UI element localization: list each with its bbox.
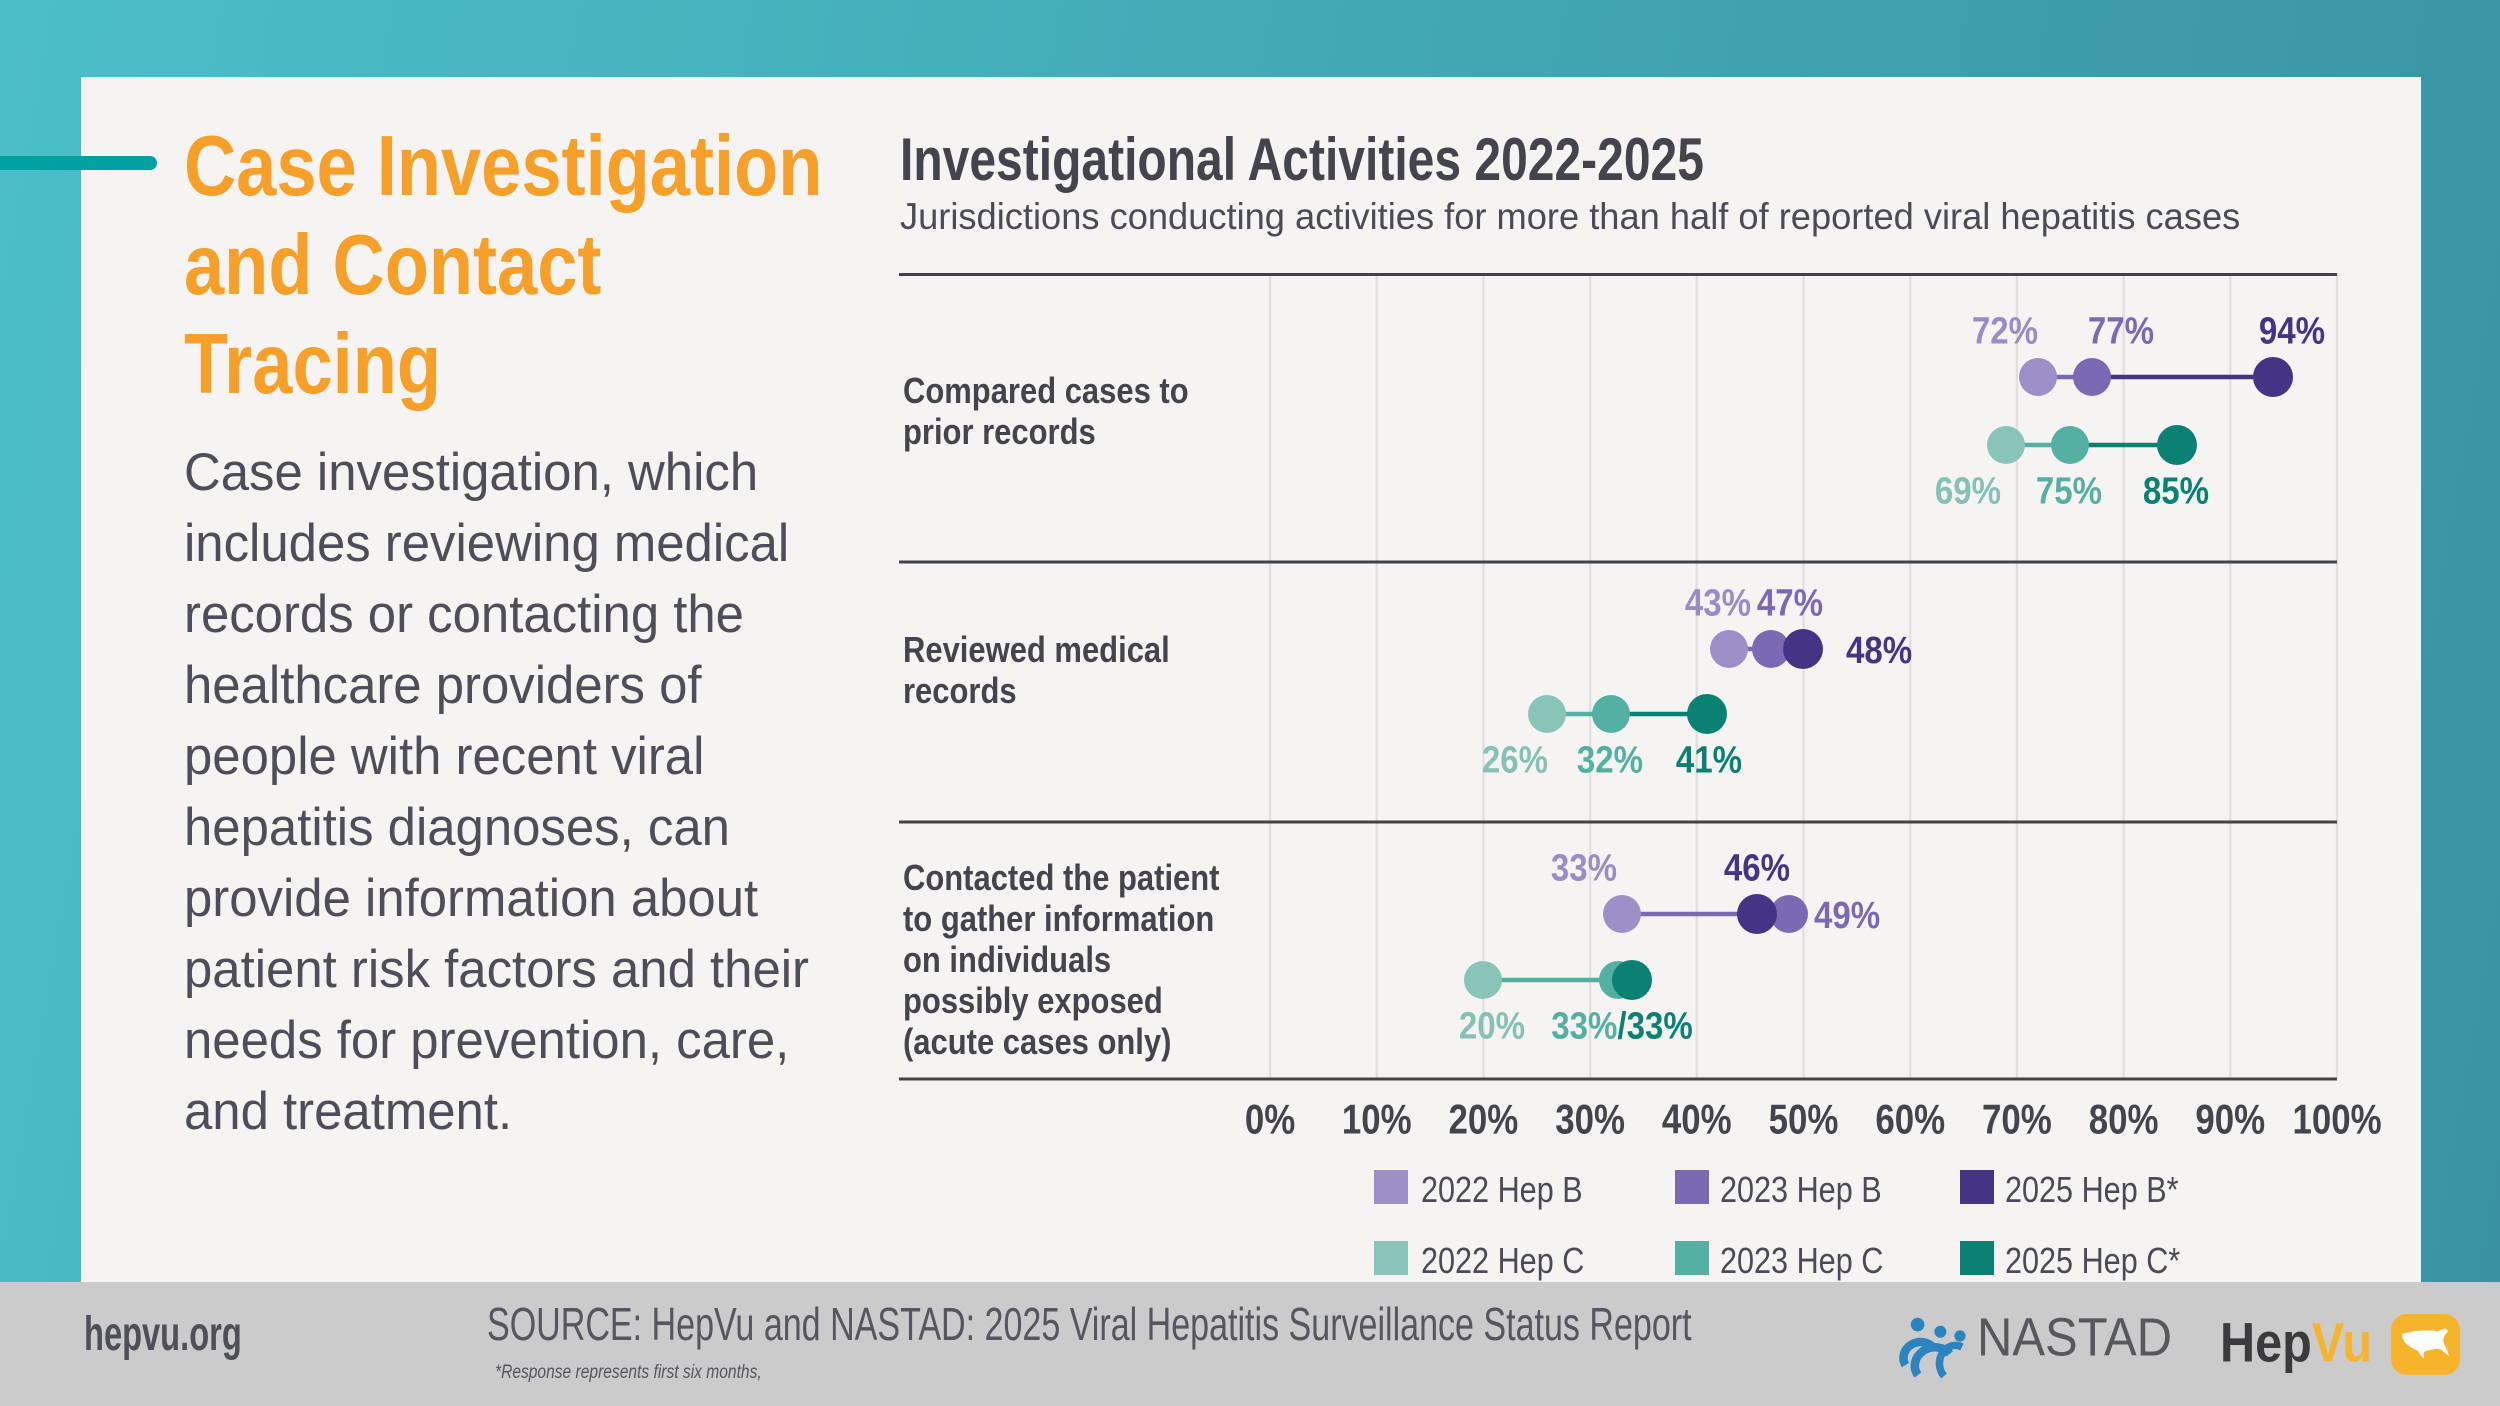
svg-text:NASTAD: NASTAD (1977, 1308, 2172, 1368)
svg-text:90%: 90% (2195, 1097, 2265, 1144)
svg-text:10%: 10% (1342, 1097, 1412, 1144)
svg-text:46%: 46% (1724, 846, 1790, 889)
svg-text:50%: 50% (1769, 1097, 1839, 1144)
svg-text:75%: 75% (2036, 469, 2102, 512)
svg-text:48%: 48% (1846, 629, 1912, 672)
svg-text:85%: 85% (2143, 469, 2209, 512)
svg-text:40%: 40% (1662, 1097, 1732, 1144)
svg-text:70%: 70% (1982, 1097, 2052, 1144)
svg-text:47%: 47% (1757, 581, 1823, 624)
svg-text:60%: 60% (1875, 1097, 1945, 1144)
svg-text:80%: 80% (2089, 1097, 2159, 1144)
svg-text:20%: 20% (1449, 1097, 1519, 1144)
svg-text:33%/33%: 33%/33% (1551, 1004, 1693, 1047)
svg-text:72%: 72% (1972, 309, 2038, 352)
svg-text:20%: 20% (1459, 1004, 1525, 1047)
svg-text:100%: 100% (2292, 1097, 2381, 1144)
svg-text:41%: 41% (1676, 738, 1742, 781)
svg-text:77%: 77% (2088, 309, 2154, 352)
svg-text:HepVu: HepVu (2220, 1311, 2372, 1374)
svg-text:33%: 33% (1551, 846, 1617, 889)
svg-text:49%: 49% (1814, 894, 1880, 937)
svg-text:32%: 32% (1577, 738, 1643, 781)
svg-text:94%: 94% (2259, 309, 2325, 352)
svg-text:30%: 30% (1555, 1097, 1625, 1144)
svg-text:26%: 26% (1482, 738, 1548, 781)
svg-text:0%: 0% (1245, 1097, 1295, 1144)
svg-text:69%: 69% (1935, 469, 2001, 512)
svg-text:43%: 43% (1685, 581, 1751, 624)
